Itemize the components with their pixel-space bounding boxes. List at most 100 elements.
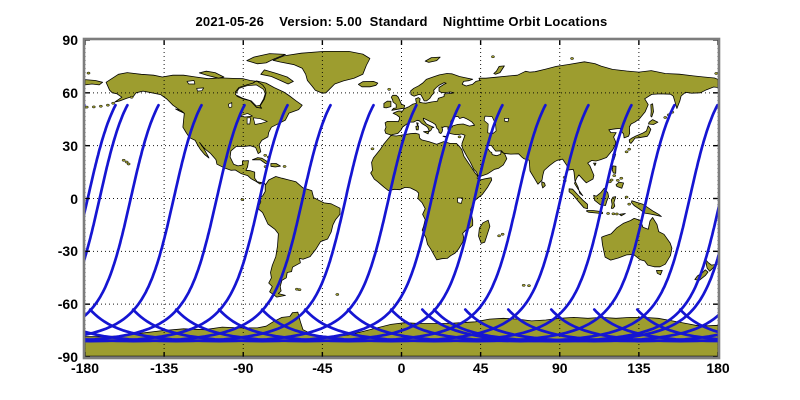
land-sri-lanka bbox=[541, 181, 546, 189]
islet bbox=[126, 162, 131, 166]
x-tick-label: 180 bbox=[706, 360, 730, 376]
land-eurasia bbox=[384, 61, 718, 197]
islet bbox=[387, 87, 392, 91]
islet bbox=[606, 212, 610, 215]
islet bbox=[714, 72, 718, 75]
islet bbox=[129, 95, 134, 99]
lake-lakes-huron-erie-ontario bbox=[252, 117, 268, 125]
islet bbox=[663, 116, 668, 119]
land-tasmania bbox=[656, 270, 663, 276]
land-sulawesi bbox=[610, 196, 617, 209]
land-sumatra bbox=[568, 188, 588, 210]
land-greenland bbox=[272, 51, 371, 94]
x-tick-label: 90 bbox=[551, 360, 568, 376]
lake-great-bear-lake bbox=[186, 80, 196, 85]
y-tick-label: 60 bbox=[62, 84, 78, 101]
land-ellesmere-island bbox=[246, 53, 286, 65]
islet bbox=[457, 135, 462, 139]
y-tick-label: -60 bbox=[57, 296, 78, 313]
land-baffin-island bbox=[260, 69, 294, 85]
orbit-track bbox=[432, 252, 718, 343]
lake-aral-sea bbox=[504, 118, 510, 123]
land-svalbard bbox=[424, 56, 441, 63]
y-tick-label: 90 bbox=[62, 32, 78, 48]
land-madagascar bbox=[478, 219, 491, 244]
land-sicily bbox=[423, 130, 430, 135]
land-sardinia bbox=[415, 125, 419, 131]
land-south-america bbox=[258, 176, 341, 298]
land-sakhalin bbox=[650, 103, 654, 118]
islet bbox=[86, 71, 91, 75]
land-hokkaido bbox=[648, 119, 659, 125]
lake-great-slave-lake bbox=[196, 87, 205, 92]
orbit-track bbox=[723, 105, 800, 341]
islet bbox=[91, 105, 96, 109]
land-chukotka bbox=[85, 79, 103, 86]
islet bbox=[111, 101, 115, 105]
x-tick-label: -90 bbox=[233, 360, 254, 376]
islet bbox=[500, 232, 505, 236]
plot-title: 2021-05-26 Version: 5.00 Standard Nightt… bbox=[195, 14, 608, 29]
land-victoria-island bbox=[198, 70, 225, 79]
islet bbox=[85, 105, 89, 109]
lake-lake-michigan bbox=[246, 117, 251, 125]
land-timor bbox=[619, 213, 626, 217]
x-tick-label: 0 bbox=[397, 360, 406, 376]
islet bbox=[527, 284, 531, 288]
plot-frame bbox=[82, 37, 721, 360]
islet bbox=[370, 147, 375, 151]
islet bbox=[615, 179, 620, 182]
x-tick-label: -45 bbox=[312, 360, 333, 376]
islet bbox=[619, 176, 624, 180]
x-tick-label: 45 bbox=[472, 360, 489, 376]
x-tick-label: -180 bbox=[70, 360, 100, 376]
islet bbox=[335, 293, 340, 296]
lake-hudson-bay bbox=[234, 84, 266, 107]
land-vancouver-island bbox=[175, 108, 185, 114]
y-tick-label: 30 bbox=[62, 137, 78, 154]
land-novaya-zemlya bbox=[493, 65, 505, 75]
land-hainan bbox=[593, 162, 597, 166]
islet bbox=[615, 212, 619, 216]
islet bbox=[263, 154, 268, 157]
land-mindanao bbox=[615, 181, 624, 189]
islet bbox=[570, 57, 574, 60]
land-iceland bbox=[358, 81, 379, 88]
islet bbox=[124, 160, 129, 164]
y-tick-label: -90 bbox=[57, 349, 78, 365]
land-hispaniola bbox=[270, 163, 281, 168]
lake-lake-winnipeg bbox=[227, 102, 233, 109]
islet bbox=[624, 150, 629, 154]
orbit-track bbox=[85, 103, 246, 342]
islet bbox=[624, 195, 629, 199]
islet bbox=[609, 178, 614, 182]
islet bbox=[106, 103, 110, 107]
land-antarctica bbox=[85, 311, 718, 357]
islet bbox=[521, 283, 526, 287]
islet bbox=[612, 174, 617, 177]
islet bbox=[121, 158, 126, 162]
land-ireland bbox=[383, 100, 392, 109]
x-tick-label: -135 bbox=[150, 360, 179, 376]
orbit-track bbox=[85, 103, 160, 318]
islet bbox=[497, 234, 501, 238]
islet bbox=[297, 288, 302, 292]
x-tick-label: 135 bbox=[627, 360, 651, 376]
orbit-track bbox=[85, 103, 117, 217]
y-tick-label: 0 bbox=[70, 190, 78, 207]
y-tick-label: -30 bbox=[57, 243, 78, 260]
islet bbox=[611, 212, 616, 216]
lake-lake-victoria bbox=[457, 197, 464, 204]
land-corsica bbox=[416, 122, 419, 126]
orbit-track bbox=[766, 105, 800, 341]
land-java bbox=[586, 210, 603, 214]
islet bbox=[627, 147, 632, 151]
land-luzon bbox=[611, 165, 617, 174]
orbit-track bbox=[85, 103, 203, 337]
islet bbox=[282, 165, 287, 168]
islet bbox=[627, 202, 632, 206]
islet bbox=[491, 55, 495, 59]
land-great-britain bbox=[390, 94, 406, 111]
